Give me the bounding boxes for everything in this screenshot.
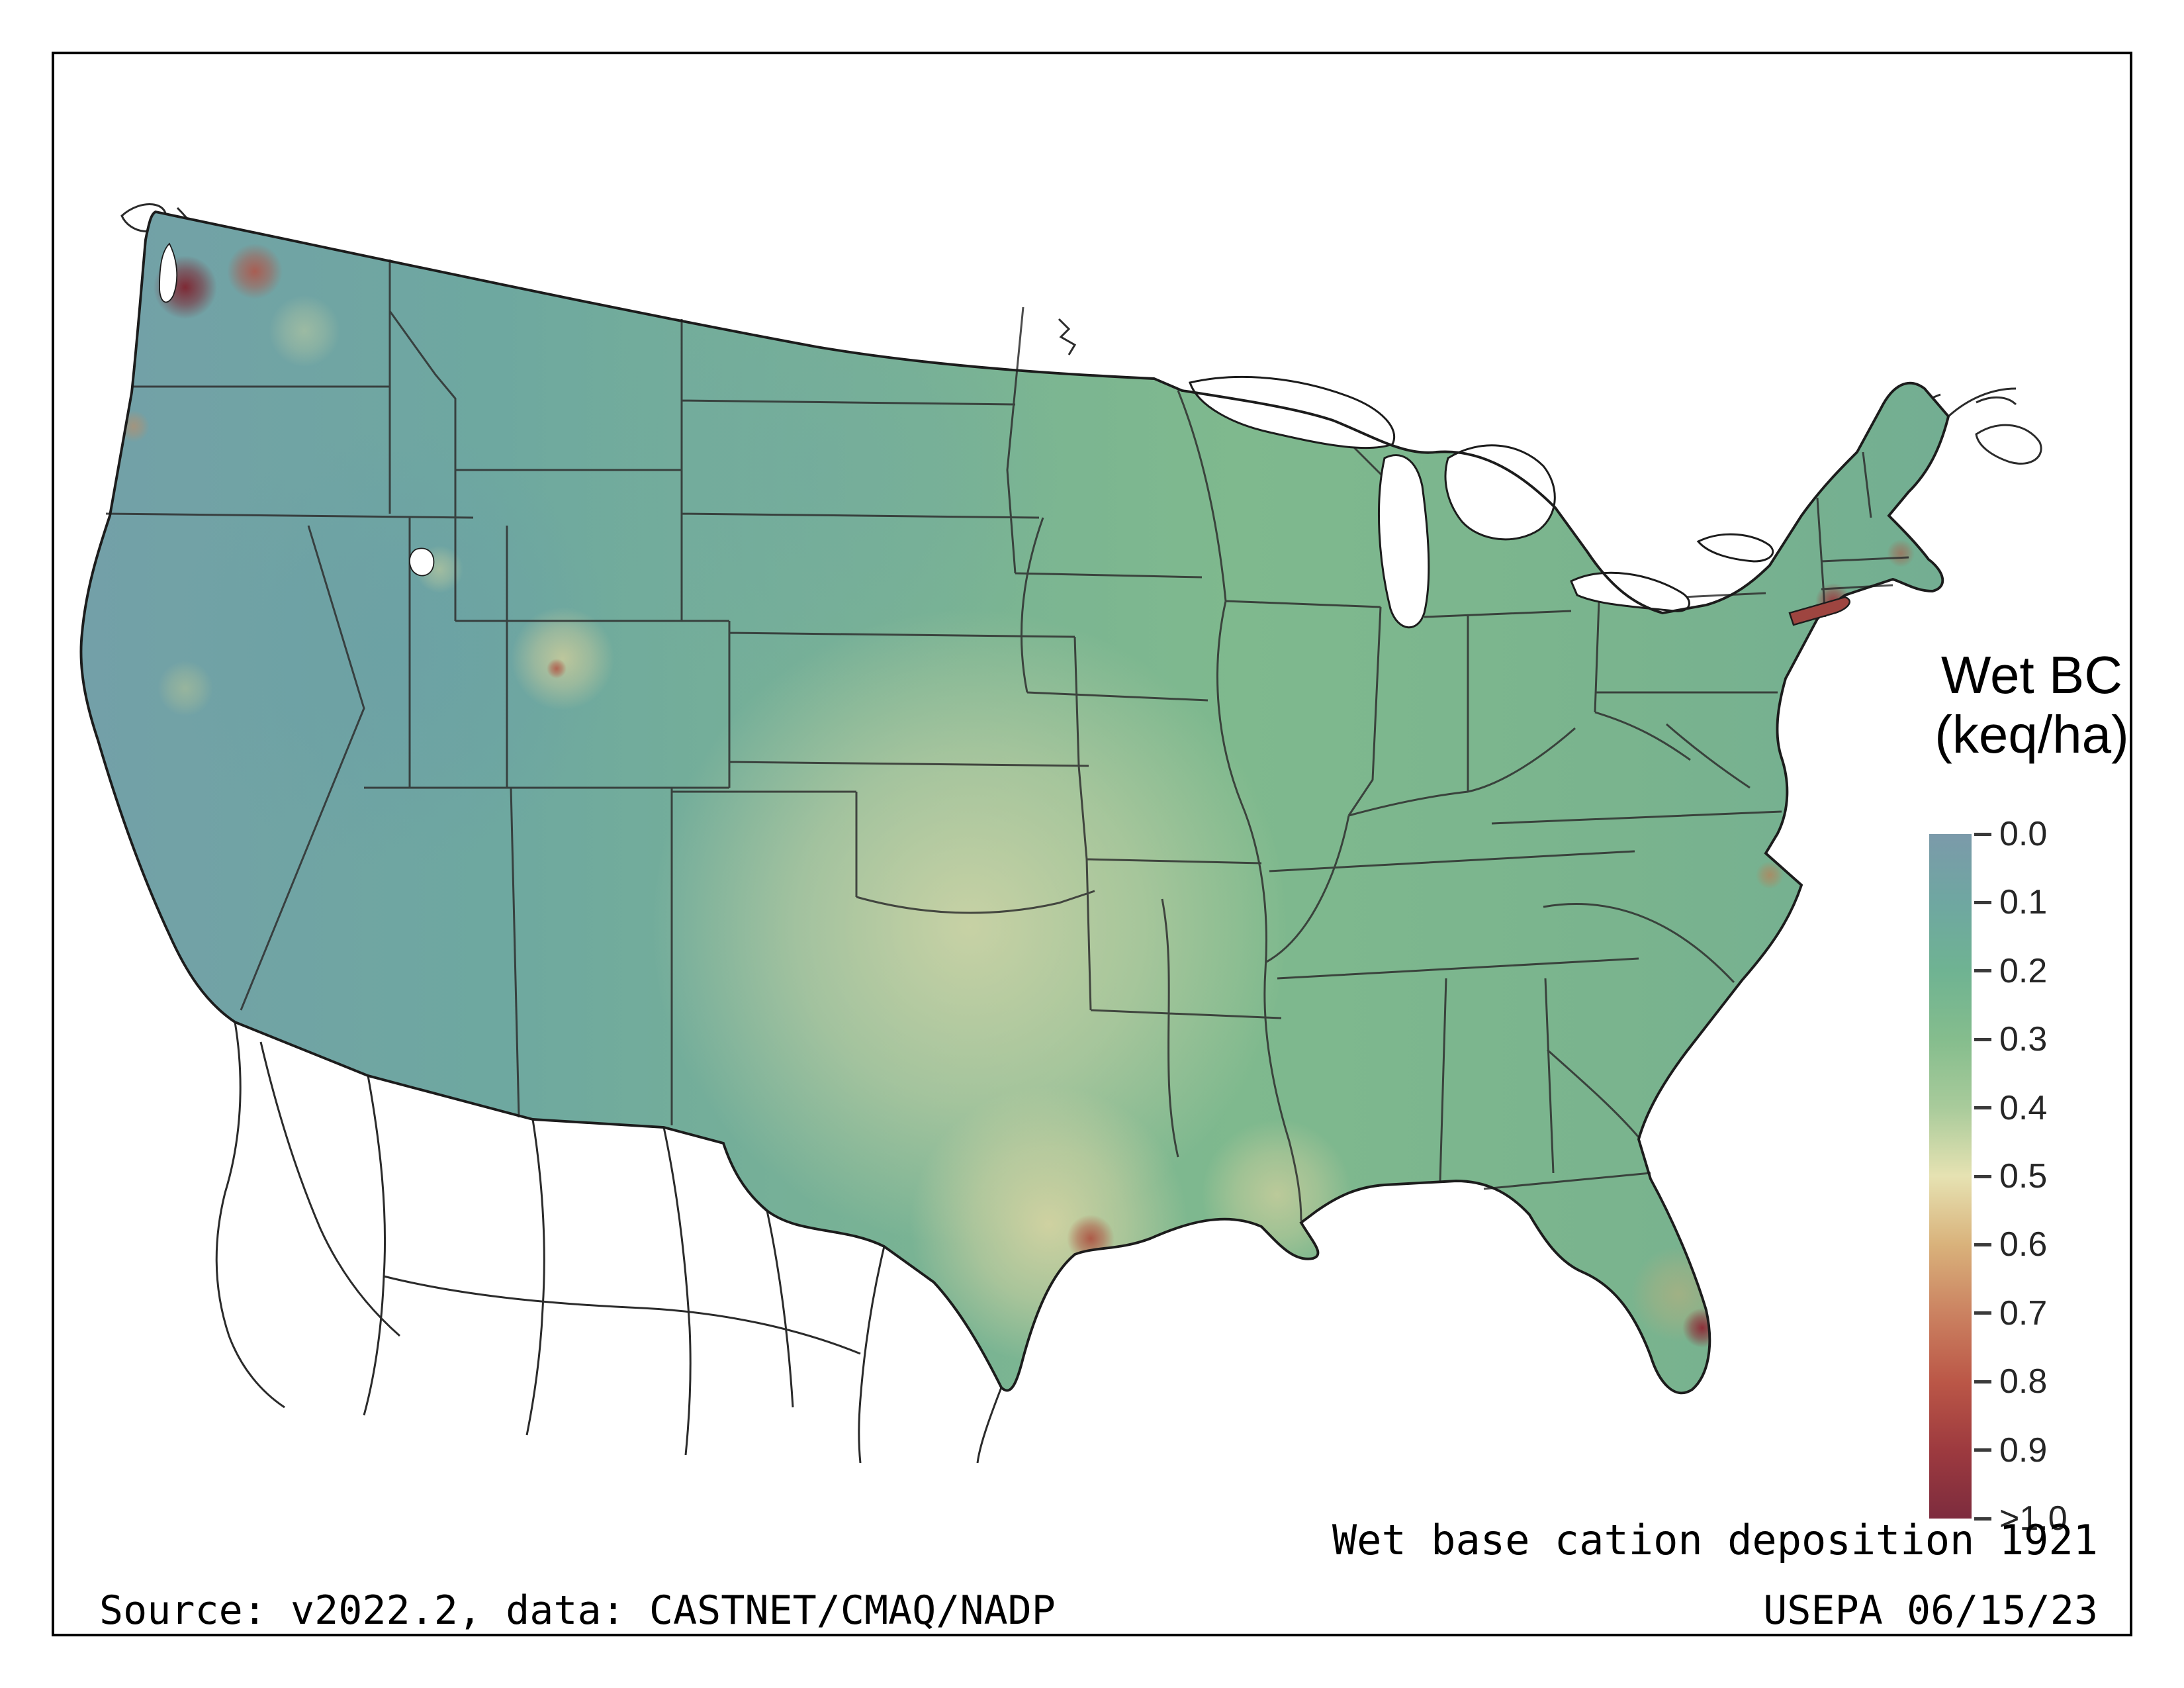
mexico-state-line-4 (766, 1210, 794, 1408)
legend-tick-label: >1.0 (1999, 1499, 2068, 1538)
prince-edward-island (1976, 396, 2017, 406)
legend-tick-mark (1974, 1174, 1991, 1178)
credit-note: USEPA 06/15/23 (1763, 1587, 2098, 1634)
legend-tick: 0.9 (1974, 1430, 2047, 1470)
long-island (1788, 596, 1850, 626)
us-deposition-map (79, 203, 2042, 1463)
legend-tick-mark (1974, 969, 1991, 973)
hotspot-cape-cod-boston (1887, 539, 1915, 567)
legend-tick-mark (1974, 900, 1991, 904)
gulf-of-california (259, 1041, 400, 1337)
legend-tick: 0.8 (1974, 1362, 2047, 1401)
legend-tick-label: 0.9 (1999, 1430, 2048, 1470)
legend-tick-mark (1974, 1517, 1991, 1521)
legend-tick-mark (1974, 1380, 1991, 1383)
puget-sound (159, 242, 178, 303)
legend-tick-label: 0.0 (1999, 815, 2048, 853)
hotspot-central-plains-pale (652, 609, 1287, 1244)
legend-tick-mark (1974, 1037, 1991, 1041)
hotspot-washington-cascades (227, 244, 283, 299)
hotspot-carolina-coast (1756, 861, 1784, 889)
map-title: Wet base cation deposition 1921 (1332, 1516, 2098, 1564)
legend-tick-mark (1974, 1106, 1991, 1110)
nova-scotia (1975, 424, 2042, 465)
legend-tick-mark (1974, 1243, 1991, 1246)
mexico-state-line-2 (525, 1119, 545, 1436)
great-salt-lake (408, 547, 435, 577)
hotspot-colorado-rockies-peak (547, 659, 567, 679)
lake-erie (1570, 571, 1690, 612)
source-note: Source: v2022.2, data: CASTNET/CMAQ/NADP (99, 1587, 1056, 1634)
legend-tick-label: 0.4 (1999, 1088, 2048, 1127)
figure-border (52, 52, 2132, 1636)
legend-tick-label: 0.5 (1999, 1157, 2048, 1196)
legend-tick: >1.0 (1974, 1499, 2068, 1538)
legend-tick: 0.1 (1974, 882, 2047, 922)
legend-ticks: 0.0 0.1 0.2 0.3 0.4 0.5 0.6 0.7 0.8 0.9 >1.0 (1974, 815, 2160, 1538)
hotspot-sierra-nevada (158, 661, 213, 716)
lake-ontario (1696, 533, 1774, 563)
legend-tick-label: 0.8 (1999, 1362, 2048, 1401)
hotspot-florida-peninsula (1631, 1246, 1726, 1342)
mexico-borders (215, 1021, 1003, 1463)
mexico-state-line-1 (363, 1075, 387, 1416)
lake-huron (1444, 444, 1556, 541)
legend: Wet BC (keq/ha) 0.0 0.1 0.2 0.3 0.4 0.5 0.6 0.7… (1889, 645, 2174, 1572)
hotspot-louisiana-coast (1202, 1119, 1353, 1270)
legend-tick-label: 0.2 (1999, 951, 2048, 990)
legend-tick: 0.5 (1974, 1156, 2047, 1196)
state-border-lines (105, 259, 1909, 1221)
mexico-state-line-3 (662, 1127, 692, 1456)
baja-coast (215, 1021, 285, 1409)
new-brunswick-shore (1947, 387, 2017, 418)
legend-tick-mark (1974, 1448, 1991, 1452)
legend-title: Wet BC (keq/ha) (1889, 645, 2174, 764)
hotspot-colorado-rockies (511, 607, 614, 710)
hotspot-south-florida-miami (1682, 1308, 1722, 1348)
mexico-state-line-6 (383, 1275, 861, 1355)
legend-tick: 0.4 (1974, 1088, 2047, 1128)
legend-tick-label: 0.3 (1999, 1020, 2048, 1059)
legend-tick: 0.6 (1974, 1225, 2047, 1264)
legend-tick: 0.2 (1974, 951, 2047, 991)
legend-tick-label: 0.6 (1999, 1225, 2048, 1264)
mexico-state-line-5 (858, 1246, 886, 1463)
legend-tick: 0.3 (1974, 1019, 2047, 1059)
legend-title-line2: (keq/ha) (1934, 704, 2129, 764)
legend-tick-mark (1974, 832, 1991, 836)
lake-michigan (1378, 454, 1430, 629)
great-lakes (159, 242, 1774, 629)
legend-tick-label: 0.1 (1999, 883, 2048, 922)
state-borders (105, 259, 1909, 1221)
legend-tick: 0.7 (1974, 1293, 2047, 1333)
legend-tick-mark (1974, 1311, 1991, 1315)
legend-tick: 0.0 (1974, 814, 2047, 854)
mexico-gulf-coast (976, 1387, 1003, 1463)
hotspot-eastern-washington-pale (269, 295, 340, 367)
hotspot-great-basin-low (175, 430, 612, 867)
hotspot-south-texas-gulf-coast (910, 1086, 1188, 1364)
lake-of-the-woods (1058, 318, 1077, 355)
legend-tick-label: 0.7 (1999, 1293, 2048, 1333)
legend-title-line1: Wet BC (1940, 645, 2123, 704)
colorbar (1929, 834, 1972, 1519)
